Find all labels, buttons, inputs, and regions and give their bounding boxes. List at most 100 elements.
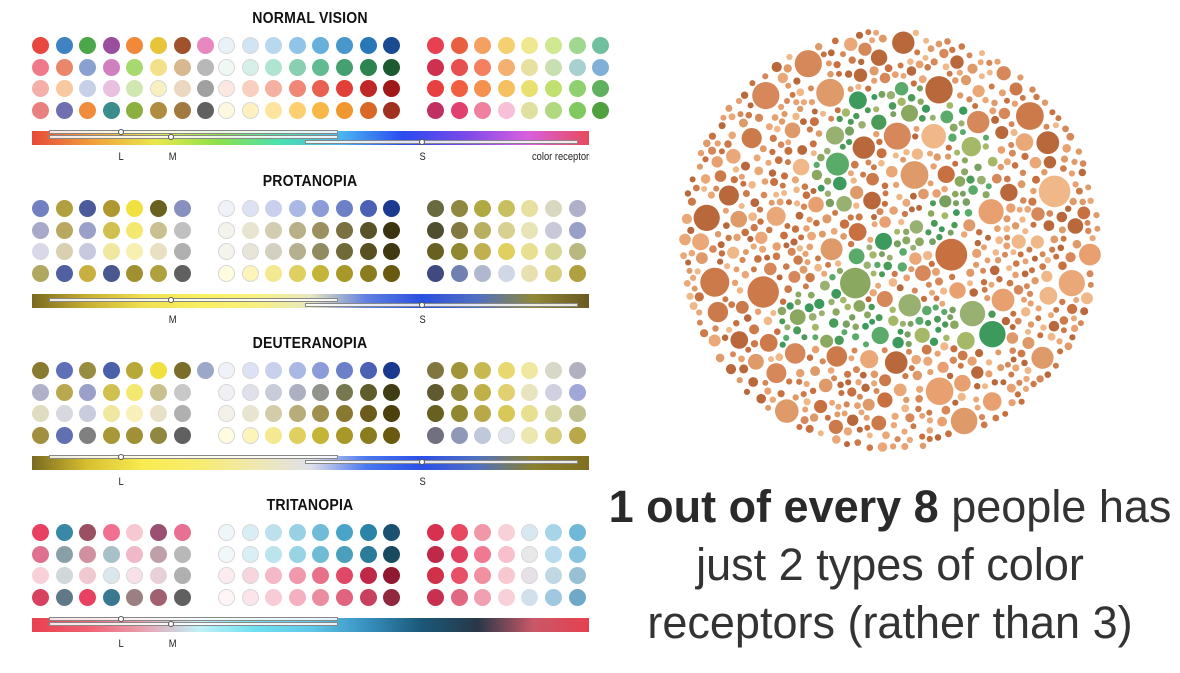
- plate-figure-dot: [864, 107, 871, 114]
- color-swatch: [336, 426, 353, 444]
- plate-background-dot: [820, 51, 827, 58]
- plate-background-dot: [832, 209, 839, 216]
- plate-figure-dot: [883, 261, 892, 271]
- color-swatch: [474, 243, 492, 260]
- color-swatch: [288, 426, 306, 444]
- color-swatch: [497, 200, 515, 217]
- plate-background-dot: [958, 43, 966, 50]
- plate-background-dot: [890, 422, 898, 429]
- plate-figure-dot: [968, 185, 978, 195]
- color-swatch: [150, 362, 167, 379]
- color-swatch: [427, 524, 444, 541]
- color-swatch: [450, 200, 468, 217]
- plate-figure-dot: [824, 147, 831, 155]
- plate-background-dot: [879, 374, 892, 387]
- ishihara-plate: [679, 29, 1101, 452]
- color-swatch: [55, 524, 73, 541]
- color-swatch: [521, 264, 539, 282]
- plate-background-dot: [950, 345, 958, 353]
- plate-background-dot: [768, 199, 775, 206]
- color-swatch: [521, 37, 539, 54]
- plate-background-dot: [730, 351, 736, 358]
- plate-background-dot: [957, 350, 968, 361]
- plate-background-dot: [844, 70, 853, 78]
- plate-background-dot: [923, 356, 933, 366]
- color-swatch: [497, 37, 515, 54]
- color-swatch: [474, 200, 492, 217]
- plate-background-dot: [1006, 203, 1016, 213]
- plate-figure-dot: [795, 291, 802, 298]
- plate-background-dot: [825, 60, 832, 67]
- plate-background-dot: [769, 148, 776, 156]
- plate-background-dot: [952, 160, 959, 167]
- plate-background-dot: [858, 42, 872, 56]
- plate-figure-dot: [786, 302, 794, 310]
- plate-background-dot: [935, 238, 968, 271]
- plate-figure-dot: [832, 308, 840, 316]
- color-swatch: [173, 362, 191, 379]
- color-swatch: [592, 58, 610, 76]
- color-swatch: [521, 362, 539, 379]
- plate-background-dot: [809, 117, 819, 127]
- plate-background-dot: [933, 153, 941, 161]
- color-swatch: [427, 567, 444, 584]
- plate-figure-dot: [834, 335, 844, 345]
- sensitivity-range: [48, 617, 339, 621]
- plate-background-dot: [922, 54, 929, 61]
- plate-background-dot: [915, 395, 923, 403]
- color-swatch: [359, 101, 377, 119]
- plate-background-dot: [754, 113, 764, 122]
- color-swatch: [497, 221, 515, 239]
- plate-background-dot: [900, 161, 929, 189]
- plate-background-dot: [997, 163, 1004, 171]
- plate-background-dot: [717, 258, 724, 265]
- color-swatch: [197, 362, 215, 379]
- plate-figure-dot: [939, 195, 952, 208]
- color-swatch: [383, 243, 401, 260]
- plate-background-dot: [840, 51, 846, 58]
- plate-figure-dot: [888, 102, 897, 110]
- plate-figure-dot: [948, 133, 957, 142]
- plate-background-dot: [869, 66, 879, 76]
- plate-background-dot: [972, 248, 982, 258]
- plate-background-dot: [847, 414, 859, 426]
- plate-background-dot: [813, 219, 820, 227]
- plate-background-dot: [871, 221, 878, 228]
- plate-background-dot: [908, 266, 915, 273]
- plate-figure-dot: [894, 82, 909, 96]
- color-swatch: [427, 383, 444, 401]
- plate-background-dot: [876, 138, 883, 146]
- plate-background-dot: [786, 53, 793, 61]
- plate-background-dot: [784, 98, 790, 104]
- color-swatch: [545, 200, 562, 217]
- plate-background-dot: [1032, 175, 1040, 184]
- plate-background-dot: [850, 160, 859, 169]
- color-swatch: [545, 243, 562, 260]
- plate-background-dot: [741, 128, 762, 149]
- plate-background-dot: [854, 439, 862, 446]
- plate-figure-dot: [826, 152, 849, 176]
- color-swatch: [359, 221, 377, 239]
- panel-title: NORMAL VISION: [252, 10, 368, 27]
- color-swatch: [545, 264, 562, 282]
- color-swatch: [521, 58, 539, 76]
- cone-label: L: [118, 476, 124, 488]
- plate-figure-dot: [836, 115, 843, 123]
- plate-background-dot: [835, 403, 842, 410]
- plate-background-dot: [985, 370, 993, 378]
- plate-background-dot: [881, 182, 889, 190]
- plate-figure-dot: [801, 334, 808, 341]
- plate-background-dot: [1004, 97, 1010, 104]
- plate-background-dot: [793, 99, 800, 106]
- plate-background-dot: [937, 361, 949, 373]
- plate-background-dot: [998, 107, 1011, 120]
- plate-background-dot: [741, 161, 750, 171]
- plate-background-dot: [1027, 300, 1034, 307]
- plate-background-dot: [1009, 347, 1016, 355]
- plate-figure-dot: [954, 149, 961, 156]
- plate-background-dot: [1004, 234, 1011, 241]
- plate-background-dot: [774, 156, 783, 165]
- plate-background-dot: [945, 153, 952, 160]
- plate-figure-dot: [831, 288, 842, 299]
- color-swatch: [383, 426, 401, 444]
